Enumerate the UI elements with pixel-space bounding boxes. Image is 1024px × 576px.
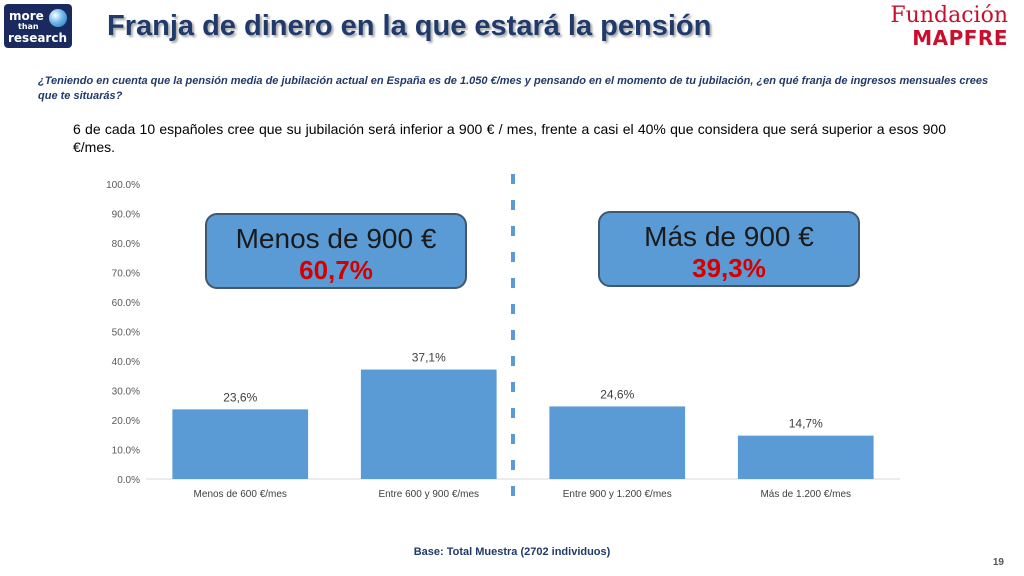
x-tick-label: Más de 1.200 €/mes — [760, 489, 851, 500]
y-tick-label: 30.0% — [112, 387, 140, 398]
y-tick-label: 100.0% — [106, 180, 140, 191]
callout-above-900: Más de 900 € 39,3% — [598, 211, 860, 287]
callout-value: 60,7% — [299, 255, 373, 285]
logo-more: more — [9, 9, 44, 23]
data-label: 24,6% — [600, 387, 634, 401]
fundacion-mapfre-logo: Fundación MAPFRE — [890, 3, 1008, 50]
more-than-research-logo: more than research — [4, 4, 72, 48]
callout-below-900: Menos de 900 € 60,7% — [205, 213, 467, 289]
survey-question: ¿Teniendo en cuenta que la pensión media… — [38, 75, 989, 102]
logo-fundacion: Fundación — [890, 3, 1008, 28]
bar-chart: 0.0% 10.0% 20.0% 30.0% 40.0% 50.0% 60.0% 70.0% 8… — [106, 174, 900, 500]
page-title: Franja de dinero en la que estará la pen… — [107, 10, 712, 42]
bar — [360, 369, 497, 479]
bar — [172, 409, 309, 479]
y-tick-label: 50.0% — [112, 328, 140, 339]
data-label: 37,1% — [412, 351, 446, 365]
y-tick-label: 90.0% — [112, 210, 140, 221]
y-tick-label: 80.0% — [112, 239, 140, 250]
x-tick-label: Menos de 600 €/mes — [194, 489, 287, 500]
x-tick-label: Entre 900 y 1.200 €/mes — [563, 489, 672, 500]
callout-label: Más de 900 € — [644, 221, 814, 252]
globe-icon — [49, 9, 67, 27]
sample-base-note: Base: Total Muestra (2702 individuos) — [413, 546, 611, 558]
y-tick-label: 10.0% — [112, 446, 140, 457]
y-tick-label: 70.0% — [112, 269, 140, 280]
y-tick-label: 60.0% — [112, 298, 140, 309]
y-tick-label: 20.0% — [112, 416, 140, 427]
logo-research: research — [8, 31, 68, 45]
logo-than: than — [18, 22, 39, 31]
bar — [737, 435, 874, 479]
callout-value: 39,3% — [692, 253, 766, 283]
data-label: 14,7% — [789, 417, 823, 431]
callout-label: Menos de 900 € — [235, 223, 437, 254]
y-tick-label: 40.0% — [112, 357, 140, 368]
logo-mapfre: MAPFRE — [912, 26, 1008, 50]
key-finding: 6 de cada 10 españoles cree que su jubil… — [73, 121, 946, 155]
bar — [549, 406, 686, 479]
data-label: 23,6% — [223, 390, 257, 404]
page-number: 19 — [992, 557, 1004, 568]
y-tick-label: 0.0% — [117, 475, 140, 486]
x-tick-label: Entre 600 y 900 €/mes — [378, 489, 479, 500]
